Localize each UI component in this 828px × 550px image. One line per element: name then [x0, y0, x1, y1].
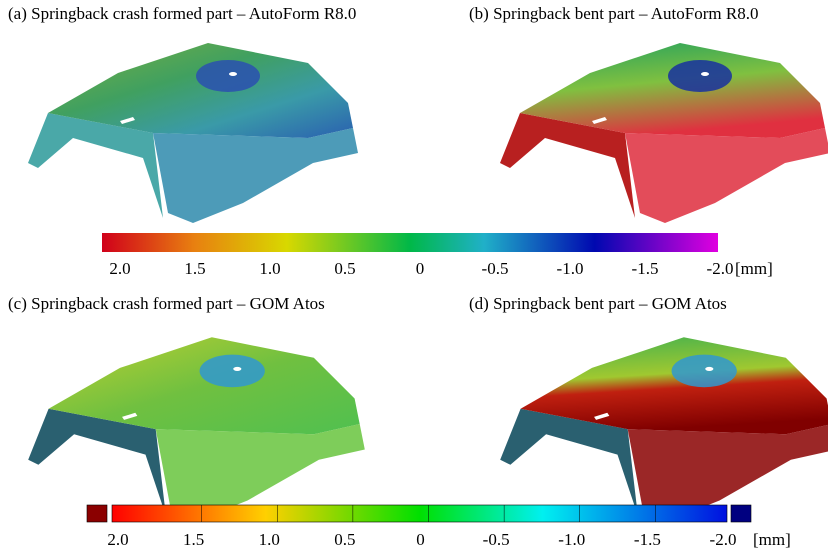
- part: [500, 43, 828, 223]
- colorbar-tick-label: -0.5: [482, 259, 509, 278]
- caption: (c) Springback crash formed part – GOM A…: [8, 294, 325, 313]
- part-wall: [625, 128, 828, 223]
- part-hole: [233, 367, 241, 371]
- part-hole: [705, 367, 713, 371]
- colorbar-tick-label: -1.0: [558, 530, 585, 549]
- part: [28, 43, 358, 223]
- colorbar-unit: [mm]: [735, 259, 773, 278]
- colorbar-tick-label: 0: [416, 259, 425, 278]
- part-dimple: [668, 60, 732, 92]
- part-dimple: [196, 60, 260, 92]
- part-dimple: [200, 355, 265, 388]
- part: [28, 337, 365, 521]
- colorbar-tick-label: 1.0: [259, 530, 280, 549]
- colorbar-end: [87, 505, 107, 522]
- colorbar-tick-label: -2.0: [710, 530, 737, 549]
- caption: (b) Springback bent part – AutoForm R8.0: [469, 4, 758, 23]
- colorbar-tick-label: -0.5: [483, 530, 510, 549]
- part-dimple: [672, 355, 737, 388]
- part-wall: [153, 128, 358, 223]
- colorbar-unit: [mm]: [753, 530, 791, 549]
- colorbar-end: [731, 505, 751, 522]
- caption: (a) Springback crash formed part – AutoF…: [8, 4, 356, 23]
- colorbar-tick-label: 0: [416, 530, 425, 549]
- part-hole: [229, 72, 237, 76]
- colorbar-tick-label: 2.0: [107, 530, 128, 549]
- colorbar: [112, 505, 727, 522]
- colorbar-tick-label: 0.5: [334, 530, 355, 549]
- part-hole: [701, 72, 709, 76]
- figure: (a) Springback crash formed part – AutoF…: [0, 0, 828, 550]
- colorbar-tick-label: -1.5: [632, 259, 659, 278]
- colorbar-tick-label: 0.5: [334, 259, 355, 278]
- colorbar-tick-label: -1.0: [557, 259, 584, 278]
- colorbar-tick-label: 1.5: [184, 259, 205, 278]
- colorbar-tick-label: 2.0: [109, 259, 130, 278]
- colorbar-tick-label: 1.0: [259, 259, 280, 278]
- colorbar: [102, 233, 718, 252]
- part-renderings: [28, 43, 828, 521]
- colorbar-tick-label: 1.5: [183, 530, 204, 549]
- part: [500, 337, 828, 521]
- colorbar-tick-label: -2.0: [707, 259, 734, 278]
- caption: (d) Springback bent part – GOM Atos: [469, 294, 727, 313]
- colorbar-tick-label: -1.5: [634, 530, 661, 549]
